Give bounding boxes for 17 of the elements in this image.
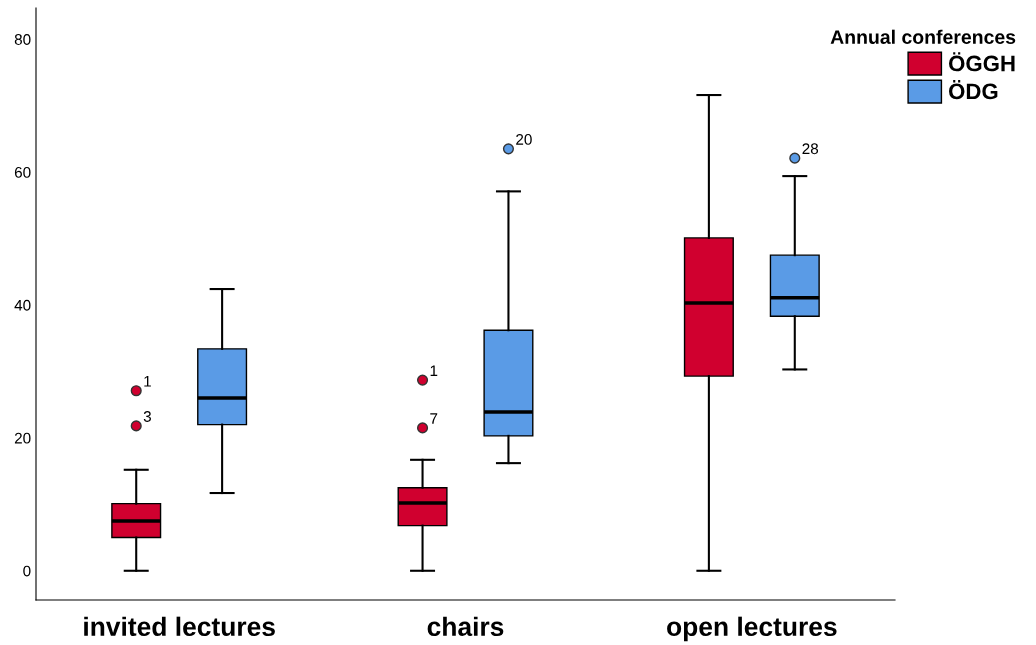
annotation: 1 [430,365,438,376]
annotation: 7 [430,413,438,424]
legend-title: Annual conferences [830,29,1016,44]
legend-label: ÖGGH [949,52,1015,72]
y-tick-label: 0 [23,565,31,577]
y-tick-label: 20 [14,432,31,444]
annotation: 28 [802,143,819,155]
x-tick-label: open lectures [667,616,837,642]
annotation: 3 [143,411,151,422]
legend-label: ÖDG [949,80,998,100]
annotation: 20 [516,134,532,145]
x-tick-label: invited lectures [84,616,275,637]
y-tick-label: 80 [14,34,31,45]
x-tick-label: chairs [427,616,504,637]
y-tick-label: 60 [14,166,31,178]
annotation: 1 [144,376,151,387]
y-tick-label: 40 [14,299,31,311]
